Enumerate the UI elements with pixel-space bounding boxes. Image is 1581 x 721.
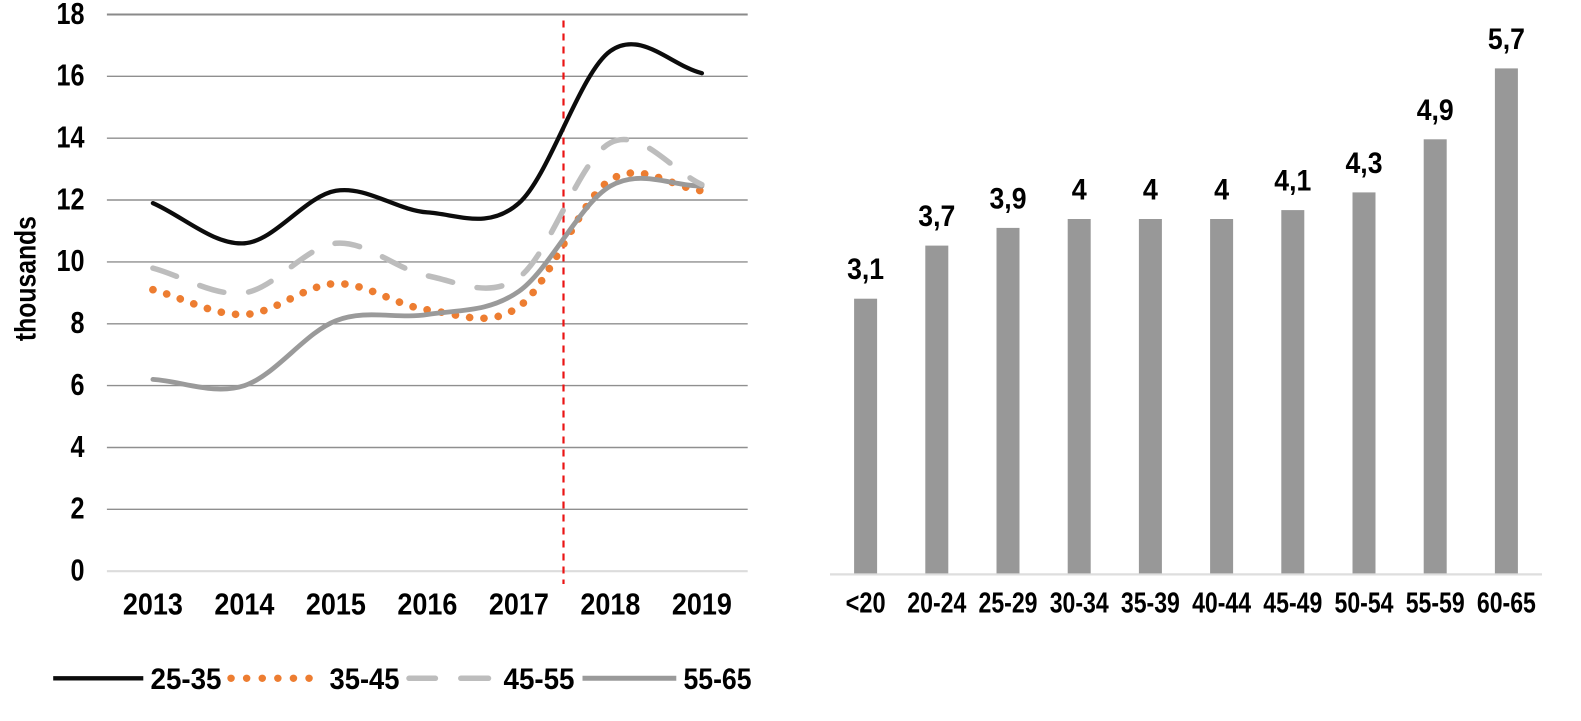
svg-text:10: 10	[57, 243, 85, 278]
svg-text:4,9: 4,9	[1417, 94, 1454, 127]
svg-text:3,7: 3,7	[918, 200, 955, 233]
svg-text:8: 8	[71, 305, 85, 340]
svg-text:25-29: 25-29	[979, 588, 1038, 620]
svg-text:25-35: 25-35	[151, 663, 222, 696]
svg-text:60-65: 60-65	[1477, 588, 1536, 620]
svg-text:55-65: 55-65	[684, 663, 752, 696]
svg-text:20-24: 20-24	[907, 588, 966, 620]
svg-text:2017: 2017	[489, 586, 549, 621]
svg-text:35-45: 35-45	[330, 663, 400, 696]
svg-text:35-39: 35-39	[1121, 588, 1180, 620]
svg-text:2018: 2018	[580, 586, 640, 621]
svg-text:45-55: 45-55	[504, 663, 575, 696]
svg-text:3,1: 3,1	[847, 253, 884, 286]
svg-text:4: 4	[1072, 174, 1087, 207]
svg-text:<20: <20	[846, 588, 886, 620]
svg-text:14: 14	[57, 120, 86, 155]
svg-text:50-54: 50-54	[1335, 588, 1394, 620]
svg-text:45-49: 45-49	[1263, 588, 1322, 620]
svg-text:18: 18	[57, 0, 85, 31]
svg-text:4: 4	[71, 429, 86, 464]
svg-text:2015: 2015	[306, 586, 366, 621]
svg-text:3,9: 3,9	[990, 182, 1027, 215]
svg-text:16: 16	[57, 58, 85, 93]
svg-text:2016: 2016	[397, 586, 457, 621]
svg-text:4: 4	[1143, 174, 1158, 207]
svg-text:12: 12	[57, 181, 85, 216]
svg-text:2: 2	[71, 491, 85, 526]
svg-text:40-44: 40-44	[1192, 588, 1251, 620]
svg-text:0: 0	[71, 553, 85, 588]
svg-text:5,7: 5,7	[1488, 23, 1525, 56]
svg-text:4,1: 4,1	[1274, 165, 1311, 198]
svg-text:2019: 2019	[672, 586, 732, 621]
svg-text:4,3: 4,3	[1346, 147, 1383, 180]
svg-text:4: 4	[1214, 174, 1229, 207]
svg-text:30-34: 30-34	[1050, 588, 1109, 620]
svg-text:2013: 2013	[123, 586, 183, 621]
svg-text:55-59: 55-59	[1406, 588, 1465, 620]
svg-text:thousands: thousands	[10, 216, 43, 341]
svg-text:6: 6	[71, 367, 85, 402]
svg-text:2014: 2014	[214, 586, 275, 621]
